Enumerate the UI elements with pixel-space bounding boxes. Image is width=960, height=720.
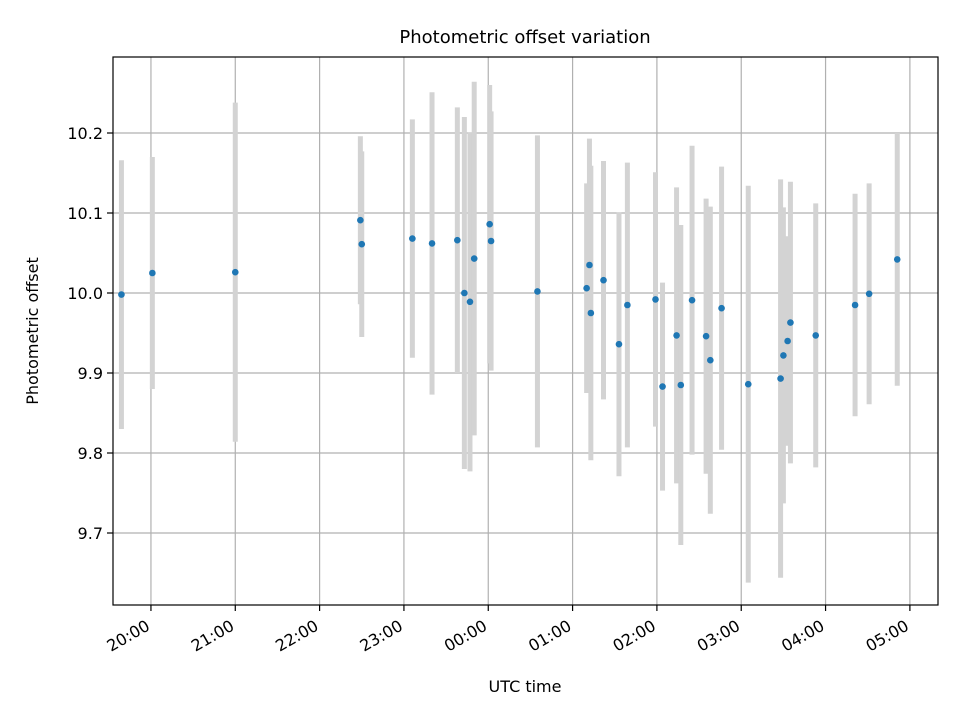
data-point bbox=[486, 220, 493, 228]
data-point bbox=[865, 290, 873, 298]
data-point bbox=[812, 332, 820, 339]
y-tick-label: 9.9 bbox=[78, 364, 103, 383]
data-point bbox=[707, 356, 714, 364]
data-point bbox=[780, 352, 787, 359]
data-point bbox=[409, 235, 416, 242]
plot-frame bbox=[112, 56, 939, 606]
data-point bbox=[587, 309, 595, 317]
grid bbox=[113, 57, 938, 605]
data-point bbox=[358, 240, 366, 248]
data-point bbox=[688, 296, 696, 304]
data-point bbox=[231, 268, 239, 276]
data-point bbox=[851, 301, 859, 309]
data-point bbox=[677, 381, 685, 389]
data-point bbox=[118, 291, 125, 298]
data-point bbox=[534, 288, 541, 295]
data-point bbox=[466, 298, 474, 306]
data-point bbox=[673, 332, 680, 339]
data-point bbox=[461, 289, 468, 297]
y-axis-label: Photometric offset bbox=[23, 257, 42, 405]
data-point bbox=[470, 255, 478, 262]
data-point bbox=[787, 319, 794, 326]
data-point bbox=[624, 301, 631, 309]
data-point bbox=[744, 380, 752, 388]
data-point bbox=[600, 276, 607, 284]
data-point bbox=[659, 383, 666, 390]
y-axis-ticks: 9.7 9.8 9.9 10.0 10.1 10.2 bbox=[67, 124, 113, 543]
data-point bbox=[893, 256, 901, 263]
data-point bbox=[357, 216, 364, 224]
chart-title: Photometric offset variation bbox=[399, 27, 650, 48]
y-tick-label: 9.8 bbox=[78, 444, 103, 463]
y-tick-label: 10.2 bbox=[67, 124, 103, 143]
y-tick-label: 10.0 bbox=[67, 284, 103, 303]
y-tick-label: 10.1 bbox=[67, 204, 103, 223]
data-point bbox=[149, 269, 156, 277]
data-point bbox=[615, 340, 623, 348]
data-point bbox=[702, 332, 710, 340]
data-point bbox=[784, 337, 791, 345]
data-point bbox=[586, 261, 593, 269]
x-axis-label: UTC time bbox=[489, 677, 562, 696]
y-tick-label: 9.7 bbox=[78, 524, 103, 543]
data-point bbox=[718, 304, 725, 312]
data-markers bbox=[118, 216, 901, 390]
data-point bbox=[652, 296, 659, 303]
data-point bbox=[583, 284, 590, 292]
data-point bbox=[428, 240, 436, 247]
data-point bbox=[487, 237, 495, 245]
data-point bbox=[777, 375, 784, 382]
data-point bbox=[454, 236, 461, 244]
